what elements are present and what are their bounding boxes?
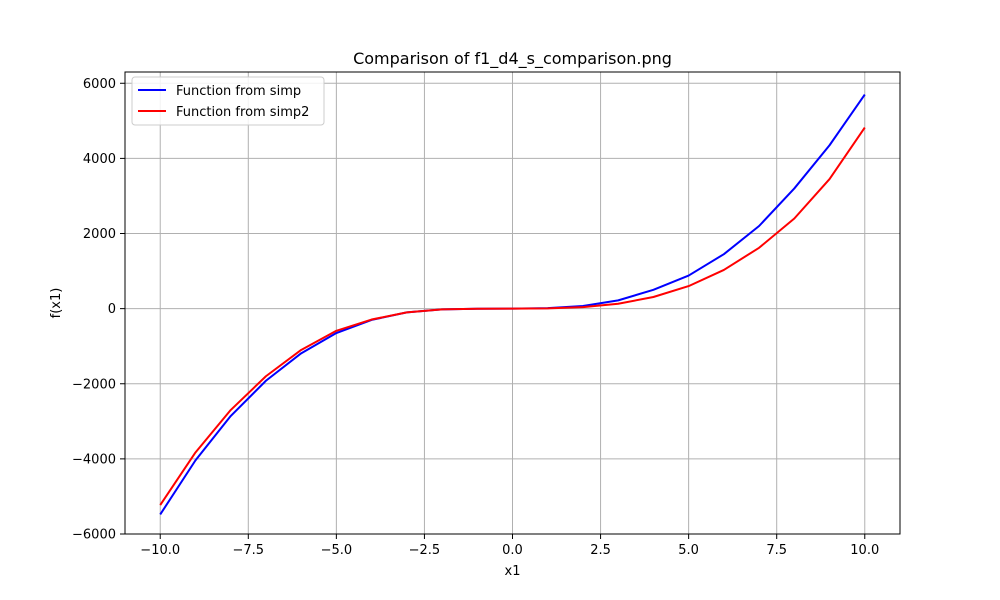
- y-tick-label: −2000: [72, 377, 116, 392]
- chart-title: Comparison of f1_d4_s_comparison.png: [353, 49, 672, 69]
- x-tick-label: −2.5: [409, 543, 441, 558]
- x-axis-label: x1: [505, 564, 521, 579]
- legend: Function from simp Function from simp2: [131, 76, 325, 126]
- x-axis: −10.0 −7.5 −5.0 −2.5 0.0 2.5 5.0 7.5 10.0: [140, 534, 879, 558]
- y-axis-label: f(x1): [49, 288, 64, 319]
- legend-label-simp2: Function from simp2: [176, 105, 309, 120]
- x-tick-label: −7.5: [233, 543, 265, 558]
- y-tick-label: 0: [108, 302, 116, 317]
- x-tick-label: −10.0: [140, 543, 180, 558]
- x-tick-label: 5.0: [678, 543, 699, 558]
- x-tick-label: 10.0: [850, 543, 879, 558]
- y-tick-label: 6000: [83, 77, 116, 92]
- legend-label-simp: Function from simp: [176, 84, 301, 99]
- series-layer: [159, 93, 866, 516]
- x-tick-label: 0.0: [502, 543, 523, 558]
- y-axis: −6000 −4000 −2000 0 2000 4000 6000: [72, 77, 125, 543]
- y-tick-label: −4000: [72, 452, 116, 467]
- y-tick-label: 4000: [83, 152, 116, 167]
- series-line-1: [159, 127, 866, 506]
- legend-box: [131, 76, 325, 126]
- y-tick-label: −6000: [72, 528, 116, 543]
- x-tick-label: −5.0: [321, 543, 353, 558]
- x-tick-label: 2.5: [590, 543, 611, 558]
- x-tick-label: 7.5: [766, 543, 787, 558]
- y-tick-label: 2000: [83, 227, 116, 242]
